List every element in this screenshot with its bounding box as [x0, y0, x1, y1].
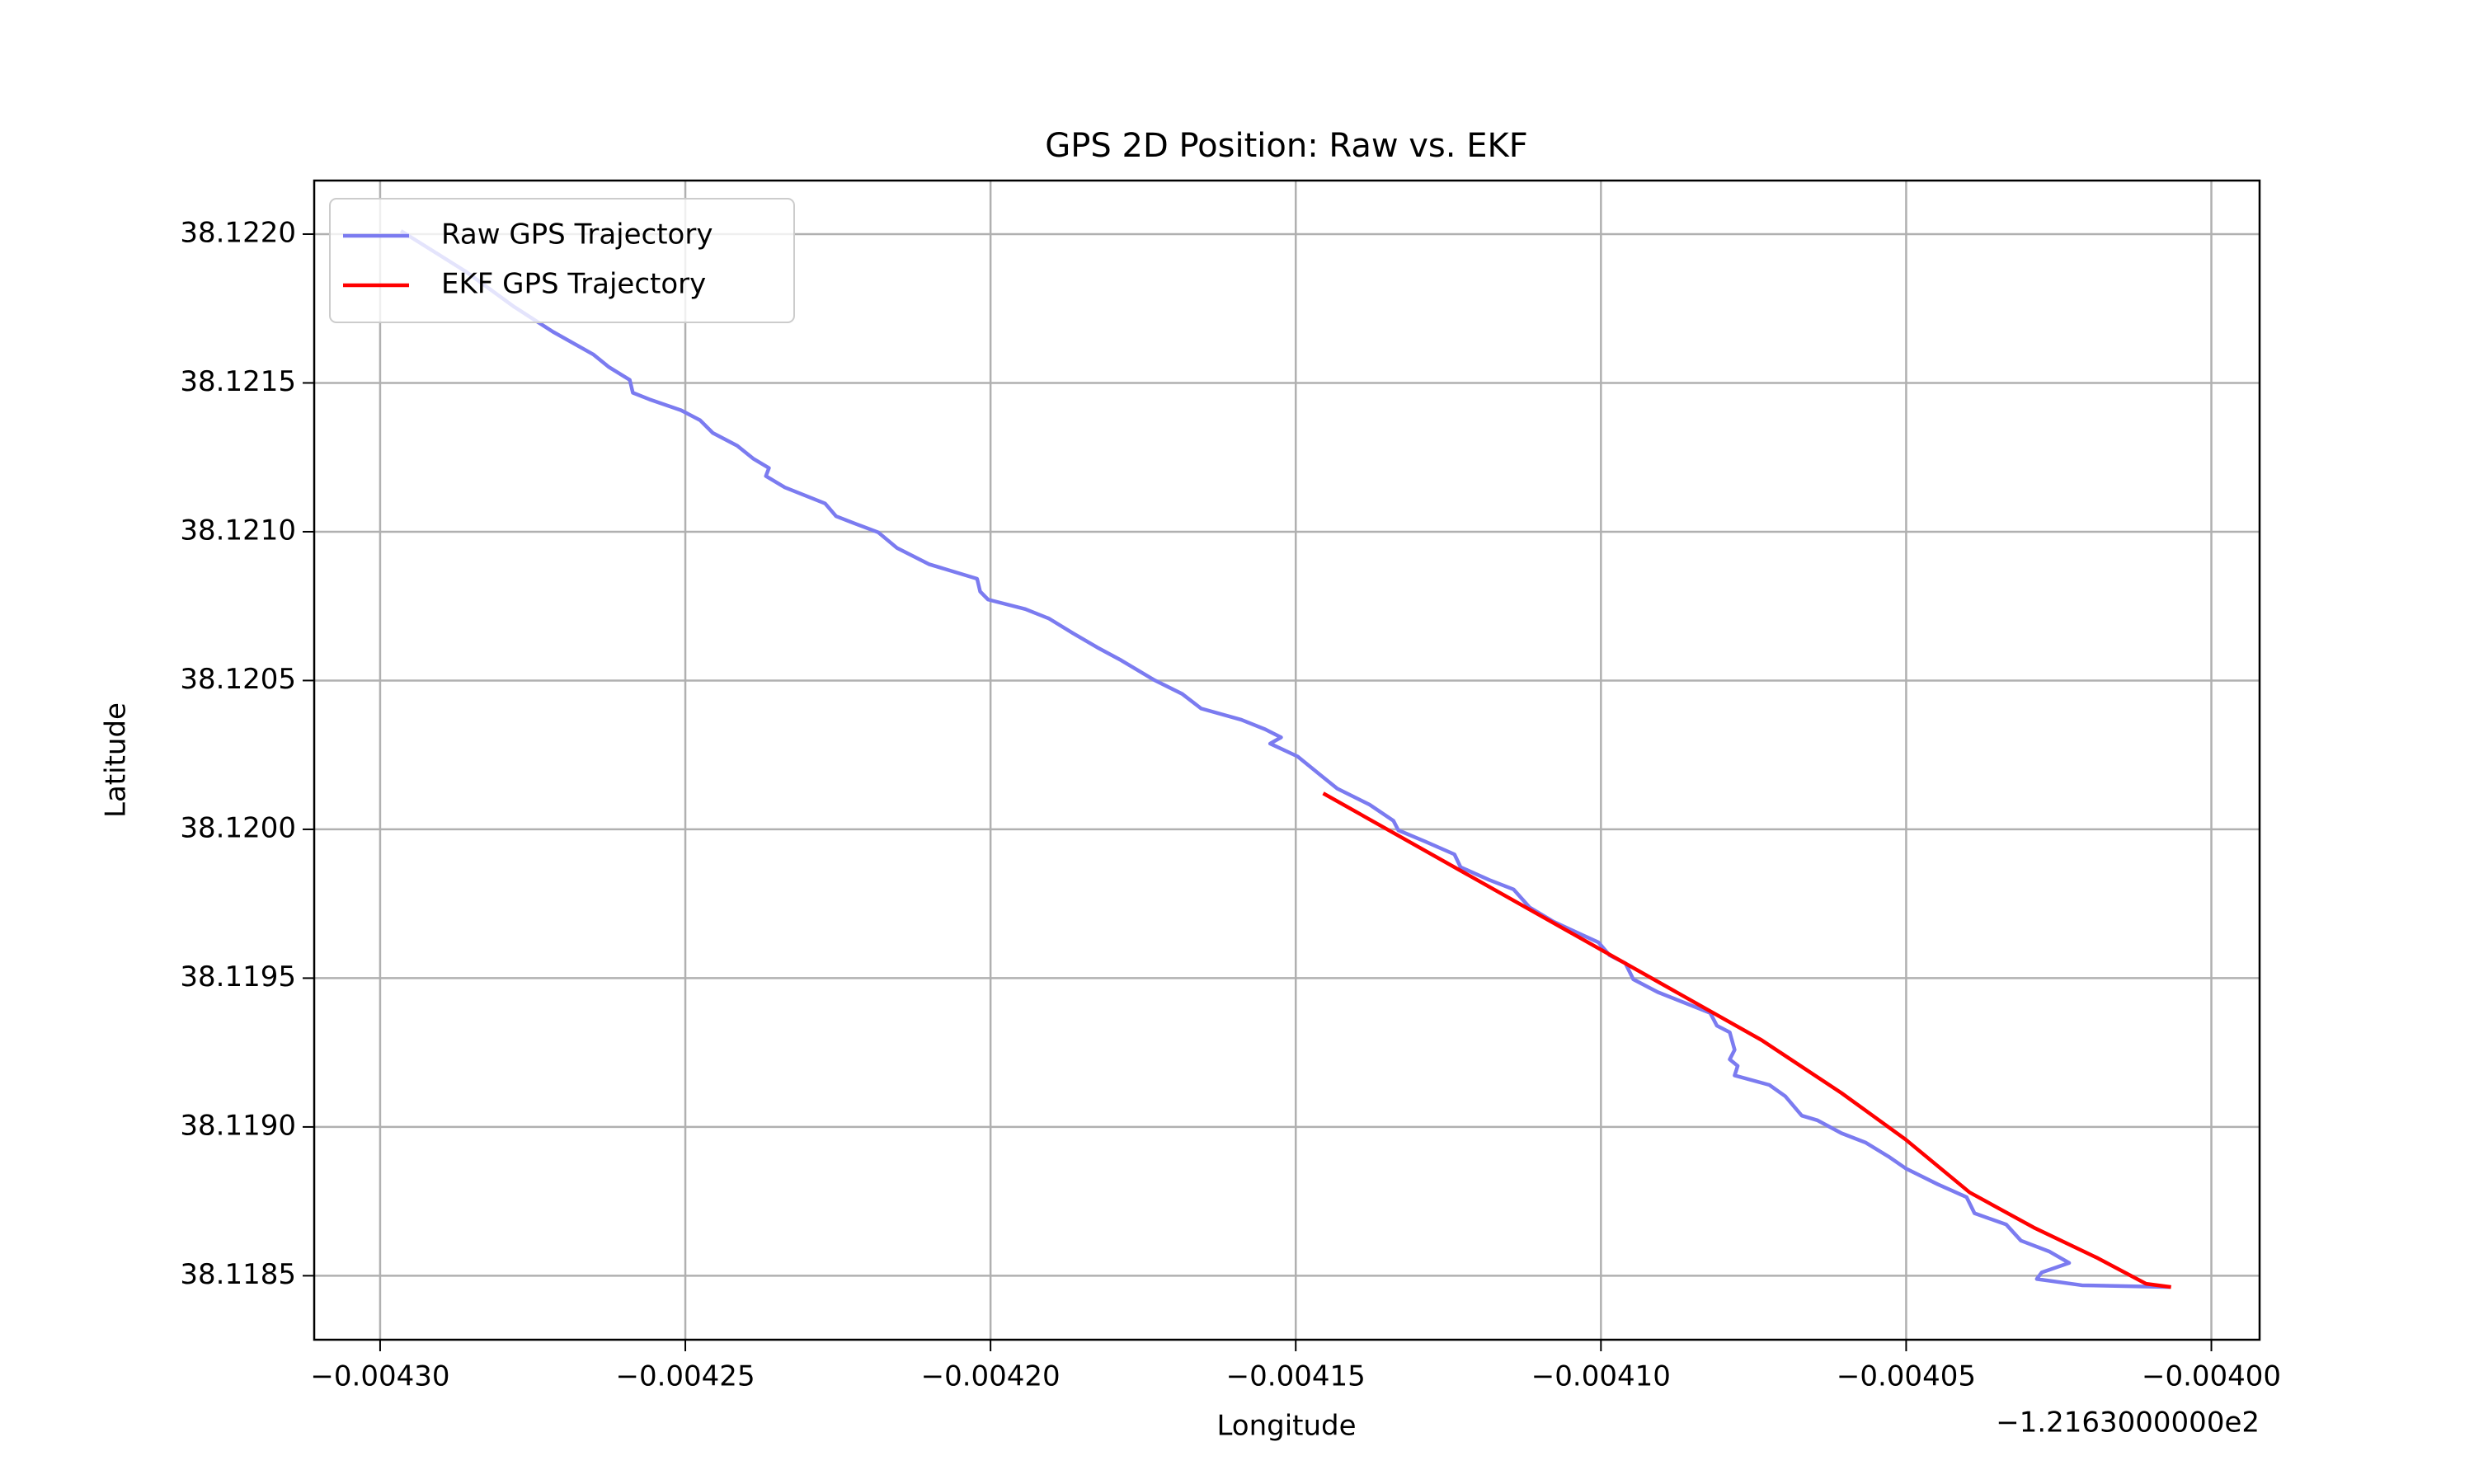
y-tick-label: 38.1210: [180, 514, 296, 547]
x-tick-label: −0.00420: [921, 1360, 1061, 1393]
x-tick-label: −0.00405: [1837, 1360, 1976, 1393]
legend-label: EKF GPS Trajectory: [441, 268, 706, 301]
x-tick-label: −0.00415: [1226, 1360, 1366, 1393]
y-tick-label: 38.1190: [180, 1109, 296, 1142]
y-tick-label: 38.1220: [180, 216, 296, 249]
x-axis-label: Longitude: [1216, 1410, 1356, 1443]
x-tick-label: −0.00430: [310, 1360, 449, 1393]
axes-frame: [313, 179, 2261, 1341]
y-axis-label: Latitude: [100, 702, 133, 818]
series-line: [399, 229, 2171, 1289]
legend-label: Raw GPS Trajectory: [441, 218, 713, 251]
x-offset-label: −1.2163000000e2: [1996, 1407, 2260, 1439]
y-tick-label: 38.1215: [180, 365, 296, 398]
legend-box: [329, 198, 795, 323]
y-tick-label: 38.1200: [180, 811, 296, 844]
x-tick-label: −0.00425: [615, 1360, 755, 1393]
x-tick-label: −0.00400: [2142, 1360, 2281, 1393]
y-tick-label: 38.1205: [180, 663, 296, 696]
chart-title: GPS 2D Position: Raw vs. EKF: [1045, 127, 1527, 165]
y-tick-label: 38.1195: [180, 960, 296, 993]
y-tick-label: 38.1185: [180, 1258, 296, 1291]
series-line: [1322, 791, 2171, 1289]
x-tick-label: −0.00410: [1531, 1360, 1671, 1393]
